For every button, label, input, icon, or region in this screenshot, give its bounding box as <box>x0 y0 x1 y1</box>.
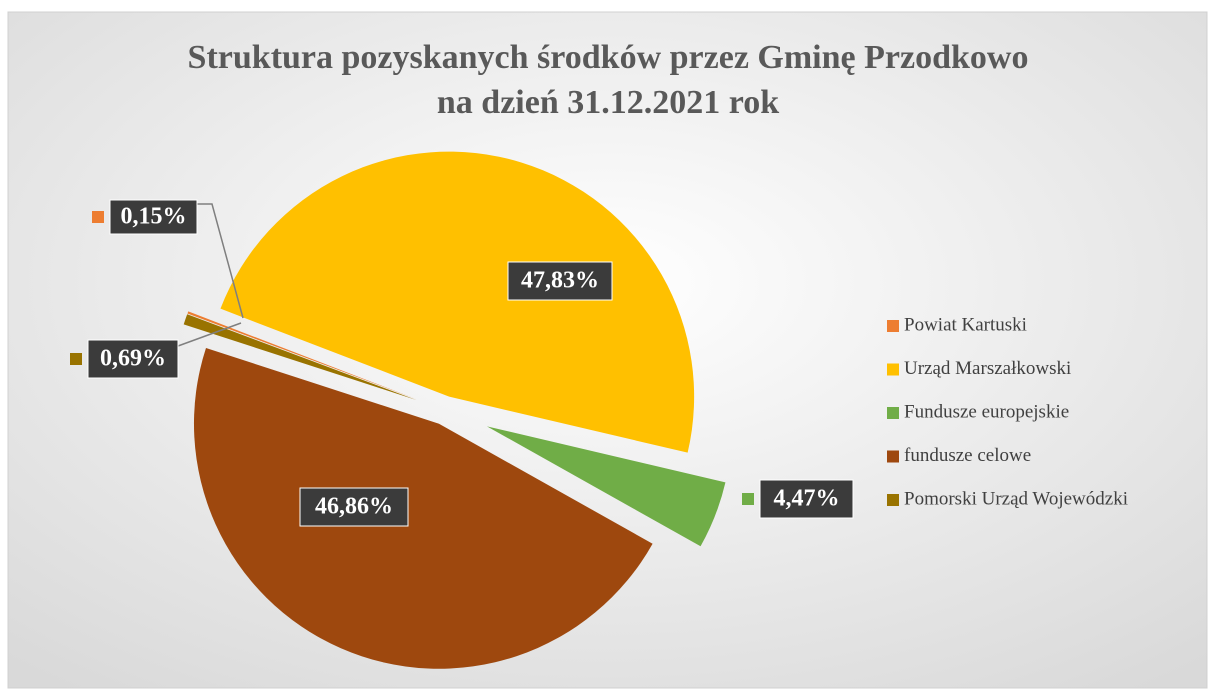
pie-slice <box>220 151 695 453</box>
label-box <box>109 199 198 235</box>
chart-subtitle: na dzień 31.12.2021 rok <box>437 84 779 121</box>
legend-label: Powiat Kartuski <box>904 314 1027 335</box>
label-key <box>490 275 502 287</box>
data-label: 46,86% <box>315 494 393 520</box>
data-label: 47,83% <box>521 268 599 294</box>
data-labels: 0,15% 47,83% 4,47% 46,86% 0,69% <box>70 199 854 527</box>
legend-key <box>887 363 899 376</box>
pie-slice <box>486 426 726 547</box>
legend-label: Fundusze europejskie <box>904 401 1069 422</box>
label-box <box>759 479 854 519</box>
chart-title: Struktura pozyskanych środków przez Gmin… <box>188 39 1029 76</box>
pie-slice <box>193 347 653 669</box>
legend-key <box>887 450 899 463</box>
label-box <box>87 339 179 379</box>
legend-label: fundusze celowe <box>904 445 1031 466</box>
data-label: 0,15% <box>121 204 187 230</box>
legend-label: Pomorski Urząd Wojewódzki <box>904 488 1128 509</box>
pie-slice <box>187 311 417 400</box>
legend-key <box>887 494 899 506</box>
label-key <box>92 211 104 223</box>
pie-slice <box>183 314 417 401</box>
leader-line <box>197 203 244 319</box>
label-box <box>507 261 613 301</box>
label-key <box>70 353 82 365</box>
leader-line <box>177 322 242 347</box>
label-key <box>742 493 754 505</box>
legend: Powiat Kartuski Urząd Marszałkowski Fundus… <box>887 314 1128 509</box>
legend-key <box>887 407 899 419</box>
data-label: 4,47% <box>774 486 840 512</box>
legend-key <box>887 320 899 332</box>
label-box <box>299 487 409 527</box>
pie <box>183 151 726 669</box>
legend-label: Urząd Marszałkowski <box>904 358 1071 379</box>
data-label: 0,69% <box>100 346 166 372</box>
label-key <box>282 501 294 513</box>
